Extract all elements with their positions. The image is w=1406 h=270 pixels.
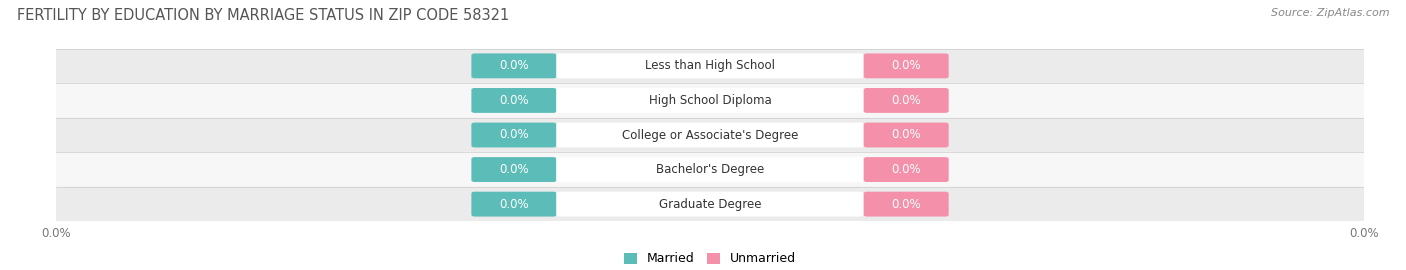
Text: College or Associate's Degree: College or Associate's Degree	[621, 129, 799, 141]
Text: 0.0%: 0.0%	[499, 198, 529, 211]
Text: Bachelor's Degree: Bachelor's Degree	[657, 163, 763, 176]
FancyBboxPatch shape	[471, 53, 557, 78]
Text: 0.0%: 0.0%	[891, 163, 921, 176]
FancyBboxPatch shape	[557, 123, 863, 147]
Bar	[56, 187, 1364, 221]
Bar	[56, 83, 1364, 118]
FancyBboxPatch shape	[471, 192, 557, 217]
Text: Graduate Degree: Graduate Degree	[659, 198, 761, 211]
FancyBboxPatch shape	[863, 53, 949, 78]
FancyBboxPatch shape	[863, 88, 949, 113]
Text: 0.0%: 0.0%	[891, 94, 921, 107]
FancyBboxPatch shape	[471, 88, 557, 113]
FancyBboxPatch shape	[557, 157, 863, 182]
FancyBboxPatch shape	[471, 157, 557, 182]
Text: Less than High School: Less than High School	[645, 59, 775, 72]
FancyBboxPatch shape	[863, 192, 949, 217]
Text: 0.0%: 0.0%	[891, 59, 921, 72]
FancyBboxPatch shape	[863, 123, 949, 147]
Bar	[56, 49, 1364, 83]
FancyBboxPatch shape	[863, 157, 949, 182]
Text: High School Diploma: High School Diploma	[648, 94, 772, 107]
Text: 0.0%: 0.0%	[499, 59, 529, 72]
Text: FERTILITY BY EDUCATION BY MARRIAGE STATUS IN ZIP CODE 58321: FERTILITY BY EDUCATION BY MARRIAGE STATU…	[17, 8, 509, 23]
Text: 0.0%: 0.0%	[499, 163, 529, 176]
Text: Source: ZipAtlas.com: Source: ZipAtlas.com	[1271, 8, 1389, 18]
Text: 0.0%: 0.0%	[499, 129, 529, 141]
Legend: Married, Unmarried: Married, Unmarried	[619, 247, 801, 270]
Bar	[56, 118, 1364, 152]
Text: 0.0%: 0.0%	[499, 94, 529, 107]
FancyBboxPatch shape	[557, 192, 863, 217]
Text: 0.0%: 0.0%	[891, 129, 921, 141]
FancyBboxPatch shape	[557, 88, 863, 113]
Bar	[56, 152, 1364, 187]
FancyBboxPatch shape	[557, 53, 863, 78]
Text: 0.0%: 0.0%	[891, 198, 921, 211]
FancyBboxPatch shape	[471, 123, 557, 147]
